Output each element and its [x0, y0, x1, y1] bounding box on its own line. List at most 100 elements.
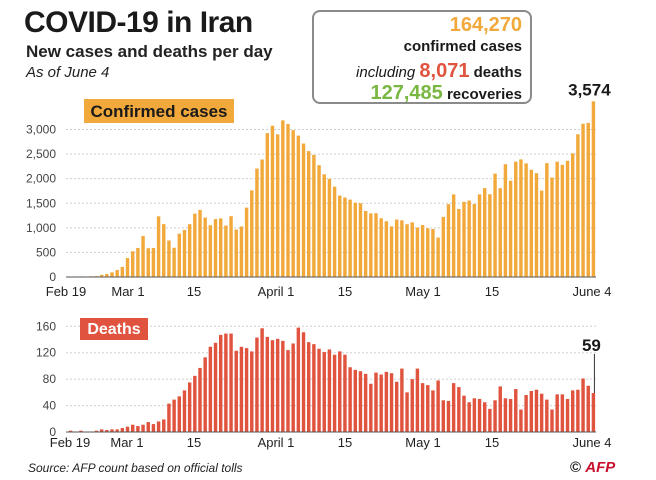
- deaths-bar: [141, 424, 145, 432]
- confirmed-bar: [151, 247, 156, 277]
- confirmed-bar: [120, 266, 125, 277]
- confirmed-bar: [508, 180, 513, 277]
- deaths-bar: [591, 393, 596, 432]
- copyright-symbol: ©: [570, 459, 582, 476]
- deaths-bar: [431, 390, 435, 432]
- deaths-bar: [198, 367, 202, 432]
- confirmed-bar: [555, 161, 559, 277]
- deaths-bar: [229, 333, 233, 432]
- deaths-bar: [203, 357, 207, 432]
- deaths-bar: [343, 354, 347, 432]
- recoveries-summary: 127,485 recoveries: [370, 82, 522, 105]
- deaths-y-tick-label: 120: [36, 346, 56, 360]
- deaths-bar: [250, 351, 254, 432]
- confirmed-bar: [374, 213, 378, 277]
- deaths-bar: [307, 342, 311, 432]
- confirmed-bar: [213, 219, 218, 277]
- confirmed-bar: [369, 213, 373, 277]
- confirmed-x-tick-label: May 1: [405, 284, 440, 299]
- confirmed-bar: [358, 203, 363, 277]
- confirmed-bar: [571, 153, 575, 277]
- deaths-y-tick-label: 80: [43, 372, 57, 386]
- deaths-bar: [369, 383, 373, 432]
- chart-title: COVID-19 in Iran: [24, 6, 253, 39]
- confirmed-bar: [560, 164, 565, 277]
- deaths-bar: [565, 398, 570, 432]
- confirmed-bar: [250, 190, 254, 277]
- deaths-bar: [389, 373, 394, 432]
- confirmed-bar: [332, 186, 337, 277]
- deaths-bar: [436, 380, 440, 432]
- confirmed-bar: [203, 217, 207, 277]
- recoveries-total: 127,485: [370, 82, 443, 104]
- confirmed-bar: [363, 210, 368, 277]
- confirmed-bar: [420, 224, 425, 277]
- confirmed-bar: [493, 173, 497, 277]
- deaths-bar: [110, 429, 114, 432]
- deaths-x-tick-label: 15: [338, 435, 352, 450]
- confirmed-y-tick-label: 2,500: [26, 147, 56, 161]
- confirmed-bar: [524, 163, 528, 277]
- deaths-label: deaths: [473, 64, 522, 81]
- deaths-bar: [384, 371, 389, 432]
- deaths-label-box: [80, 318, 148, 340]
- deaths-bar: [519, 409, 523, 432]
- confirmed-bar: [591, 101, 596, 277]
- confirmed-x-tick-label: Feb 19: [46, 284, 86, 299]
- deaths-bar: [457, 387, 461, 432]
- deaths-bar: [99, 429, 104, 432]
- deaths-bar: [462, 395, 466, 432]
- confirmed-bar: [441, 216, 446, 277]
- deaths-bar: [79, 430, 83, 432]
- deaths-bar: [338, 351, 342, 432]
- deaths-bar: [322, 352, 326, 432]
- deaths-bar: [255, 337, 259, 432]
- deaths-bar: [483, 402, 487, 432]
- deaths-bar: [156, 421, 161, 432]
- confirmed-bar: [395, 219, 399, 277]
- deaths-y-tick-label: 160: [36, 319, 56, 333]
- deaths-total: 8,071: [419, 60, 470, 82]
- confirmed-bar: [426, 228, 430, 277]
- confirmed-bar: [348, 199, 352, 277]
- deaths-bar: [410, 379, 414, 432]
- confirmed-bar: [338, 195, 342, 277]
- deaths-bar: [400, 368, 404, 432]
- confirmed-bar: [488, 194, 492, 277]
- deaths-bar: [545, 399, 549, 432]
- confirmed-bar: [265, 133, 270, 277]
- confirmed-bar: [301, 143, 306, 277]
- summary-box: 164,270 confirmed cases including 8,071 …: [312, 10, 532, 104]
- deaths-bar: [488, 408, 492, 432]
- deaths-bar: [441, 400, 446, 432]
- deaths-bar: [213, 342, 218, 432]
- confirmed-bar: [415, 227, 420, 277]
- credit: © AFP: [570, 459, 615, 476]
- deaths-x-tick-label: 15: [187, 435, 201, 450]
- confirmed-bar: [182, 229, 187, 277]
- confirmed-bar: [141, 235, 145, 277]
- confirmed-y-tick-label: 1,000: [26, 221, 56, 235]
- deaths-bar: [374, 372, 378, 432]
- confirmed-bar: [239, 226, 244, 277]
- confirmed-bar: [105, 274, 109, 277]
- confirmed-bar: [260, 159, 264, 277]
- confirmed-bar: [99, 274, 104, 277]
- confirmed-bar: [410, 222, 414, 277]
- confirmed-bar: [317, 165, 321, 277]
- confirmed-bar: [167, 240, 171, 277]
- confirmed-bar: [529, 169, 534, 277]
- deaths-bar: [125, 426, 130, 432]
- deaths-bar: [301, 332, 306, 432]
- source-note: Source: AFP count based on official toll…: [28, 461, 243, 475]
- confirmed-y-tick-label: 1,500: [26, 196, 56, 210]
- deaths-bar: [493, 400, 497, 432]
- confirmed-bar: [270, 125, 275, 277]
- deaths-bar: [550, 409, 554, 432]
- deaths-bar: [120, 428, 125, 432]
- confirmed-bar: [446, 204, 451, 277]
- deaths-summary: including 8,071 deaths: [356, 60, 522, 83]
- deaths-bar: [560, 394, 565, 432]
- deaths-y-tick-label: 40: [43, 399, 57, 413]
- deaths-bar: [586, 385, 590, 432]
